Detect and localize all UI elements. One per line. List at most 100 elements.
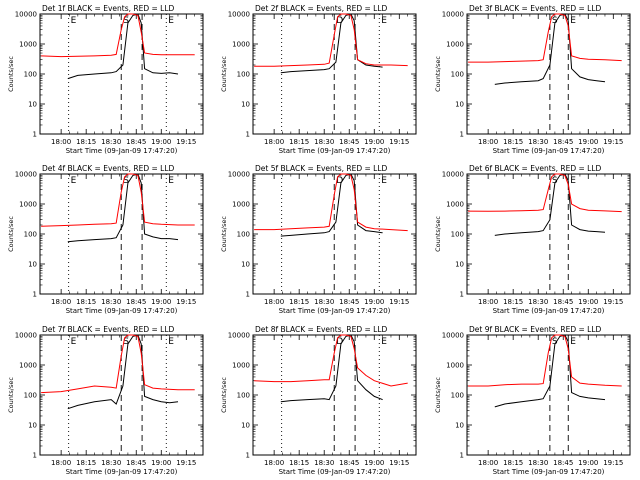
marker-label: S	[123, 16, 129, 26]
lld-series-line	[254, 13, 408, 67]
x-tick-label: 19:00	[578, 138, 598, 146]
y-tick-label: 1000	[446, 41, 464, 49]
y-tick-label: 100	[24, 231, 37, 239]
y-tick-label: 10	[241, 261, 250, 269]
x-tick-label: 19:15	[603, 459, 623, 467]
y-axis-label: Counts/sec	[220, 56, 228, 92]
panel-title: Det 7f BLACK = Events, RED = LLD	[42, 325, 175, 334]
y-tick-label: 1000	[232, 201, 250, 209]
x-tick-label: 18:00	[478, 459, 498, 467]
panel-det-1: Det 1f BLACK = Events, RED = LLD 1 10 100 10…	[7, 4, 204, 155]
x-tick-label: 18:15	[503, 298, 523, 306]
x-tick-label: 19:00	[151, 138, 171, 146]
marker-label: D	[336, 337, 343, 347]
x-tick-label: 18:15	[76, 138, 96, 146]
y-axis-label: Counts/sec	[7, 56, 15, 92]
events-series-line	[67, 334, 179, 410]
y-tick-label: 1	[33, 452, 37, 460]
x-axis-label: Start Time (09-Jan-09 17:47:20)	[493, 307, 605, 315]
events-series-line	[494, 13, 606, 85]
x-axis-label: Start Time (09-Jan-09 17:47:20)	[493, 147, 605, 155]
x-tick-label: 18:15	[503, 138, 523, 146]
x-tick-label: 18:30	[101, 459, 121, 467]
x-tick-label: 18:30	[101, 298, 121, 306]
x-tick-label: 19:00	[364, 459, 384, 467]
panel-title: Det 6f BLACK = Events, RED = LLD	[469, 164, 602, 173]
y-tick-label: 10	[241, 101, 250, 109]
panel-det-6: Det 6f BLACK = Events, RED = LLD 1 10 100 10…	[434, 164, 631, 315]
lld-series-line	[468, 334, 622, 387]
y-tick-label: 10000	[15, 11, 37, 19]
y-tick-label: 10	[455, 101, 464, 109]
lld-series-line	[468, 13, 622, 63]
x-tick-label: 19:00	[151, 459, 171, 467]
events-series-line	[494, 334, 606, 408]
y-tick-label: 1000	[19, 41, 37, 49]
x-tick-label: 19:00	[578, 459, 598, 467]
x-tick-label: 19:15	[389, 298, 409, 306]
x-tick-label: 19:00	[578, 298, 598, 306]
x-tick-label: 18:15	[503, 459, 523, 467]
marker-label: E	[570, 337, 576, 347]
events-series-line	[280, 334, 383, 403]
marker-label: E	[168, 16, 174, 26]
panel-det-2: Det 2f BLACK = Events, RED = LLD 1 10 100 10…	[220, 4, 417, 155]
panel-det-3: Det 3f BLACK = Events, RED = LLD 1 10 100 10…	[434, 4, 631, 155]
marker-label: E	[71, 176, 77, 186]
lld-series-line	[41, 173, 195, 227]
y-tick-label: 10000	[442, 11, 464, 19]
lld-series-line	[468, 173, 622, 213]
x-tick-label: 18:45	[339, 459, 359, 467]
x-tick-label: 18:30	[528, 138, 548, 146]
x-tick-label: 19:15	[176, 298, 196, 306]
x-tick-label: 18:00	[51, 138, 71, 146]
x-tick-label: 19:00	[151, 298, 171, 306]
y-tick-label: 1000	[232, 362, 250, 370]
x-axis-label: Start Time (09-Jan-09 17:47:20)	[493, 468, 605, 476]
x-tick-label: 18:00	[51, 298, 71, 306]
y-axis-label: Counts/sec	[220, 377, 228, 413]
y-axis-label: Counts/sec	[434, 377, 442, 413]
panel-det-9: Det 9f BLACK = Events, RED = LLD 1 10 100 10…	[434, 325, 631, 476]
x-tick-label: 18:30	[314, 298, 334, 306]
x-tick-label: 19:15	[176, 459, 196, 467]
x-tick-label: 18:30	[314, 459, 334, 467]
x-tick-label: 18:15	[76, 459, 96, 467]
y-tick-label: 10000	[442, 171, 464, 179]
y-tick-label: 1	[33, 131, 37, 139]
marker-label: E	[381, 16, 387, 26]
x-tick-label: 18:15	[76, 298, 96, 306]
y-tick-label: 10	[28, 422, 37, 430]
x-tick-label: 18:30	[528, 459, 548, 467]
marker-label: E	[570, 16, 576, 26]
x-tick-label: 19:15	[389, 138, 409, 146]
x-tick-label: 19:00	[364, 298, 384, 306]
marker-label: D	[336, 176, 343, 186]
y-tick-label: 10000	[15, 171, 37, 179]
y-tick-label: 1	[460, 131, 464, 139]
y-tick-label: 10000	[228, 11, 250, 19]
y-tick-label: 10000	[228, 171, 250, 179]
y-tick-label: 1	[246, 452, 250, 460]
y-tick-label: 100	[237, 71, 250, 79]
y-tick-label: 1000	[19, 362, 37, 370]
marker-label: E	[168, 176, 174, 186]
events-series-line	[280, 173, 383, 237]
marker-label: E	[381, 337, 387, 347]
lld-series-line	[254, 334, 408, 387]
x-tick-label: 18:45	[339, 138, 359, 146]
y-tick-label: 100	[451, 392, 464, 400]
panel-det-5: Det 5f BLACK = Events, RED = LLD 1 10 100 10…	[220, 164, 417, 315]
x-tick-label: 18:15	[289, 298, 309, 306]
panel-title: Det 1f BLACK = Events, RED = LLD	[42, 4, 175, 13]
x-tick-label: 18:00	[478, 138, 498, 146]
x-tick-label: 19:00	[364, 138, 384, 146]
y-tick-label: 100	[451, 71, 464, 79]
x-axis-label: Start Time (09-Jan-09 17:47:20)	[279, 307, 391, 315]
marker-label: S	[552, 16, 558, 26]
x-tick-label: 19:15	[389, 459, 409, 467]
marker-label: E	[381, 176, 387, 186]
y-tick-label: 100	[237, 231, 250, 239]
y-tick-label: 10000	[15, 332, 37, 340]
